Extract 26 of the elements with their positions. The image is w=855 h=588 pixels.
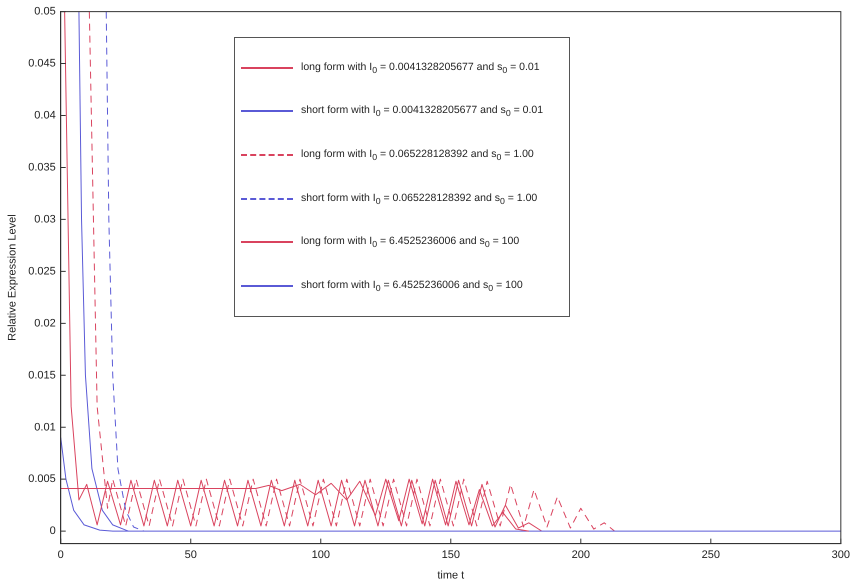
legend-label: short form with I$_{0}$ = 0.0041328205677 and s$_{0}$ = 0.01	[301, 104, 544, 119]
legend-label: long form with I$_{0}$ = 6.4525236006 and s$_{0}$ = 100	[301, 235, 520, 250]
y-tick-label: 0	[50, 525, 56, 538]
y-tick-label: 0.025	[28, 265, 56, 278]
legend-label: long form with I$_{0}$ = 0.0041328205677 and s$_{0}$ = 0.01	[301, 60, 540, 75]
y-tick-label: 0.05	[34, 6, 56, 18]
y-tick-label: 0.015	[28, 369, 56, 382]
x-tick-label: 50	[184, 549, 197, 562]
legend-label: short form with I$_{0}$ = 6.4525236006 and s$_{0}$ = 100	[301, 279, 523, 294]
y-tick-label: 0.02	[34, 317, 56, 330]
x-tick-label: 0	[58, 549, 64, 562]
y-tick-label: 0.03	[34, 213, 56, 226]
x-tick-label: 150	[442, 549, 460, 562]
y-tick-label: 0.045	[28, 58, 56, 70]
y-tick-label: 0.01	[34, 421, 56, 434]
legend-label: long form with I$_{0}$ = 0.065228128392 and s$_{0}$ = 1.00	[301, 148, 534, 162]
x-tick-label: 300	[832, 549, 850, 562]
y-tick-label: 0.005	[28, 473, 56, 486]
x-tick-label: 250	[702, 549, 720, 562]
x-tick-label: 100	[312, 549, 330, 562]
y-tick-label: 0.035	[28, 161, 56, 174]
x-axis-title: time t	[437, 569, 464, 582]
legend-label: short form with I$_{0}$ = 0.065228128392 and s$_{0}$ = 1.00	[301, 192, 538, 206]
x-tick-label: 200	[572, 549, 590, 562]
y-axis-title: Relative Expression Level	[6, 214, 19, 341]
y-tick-label: 0.04	[34, 110, 56, 122]
